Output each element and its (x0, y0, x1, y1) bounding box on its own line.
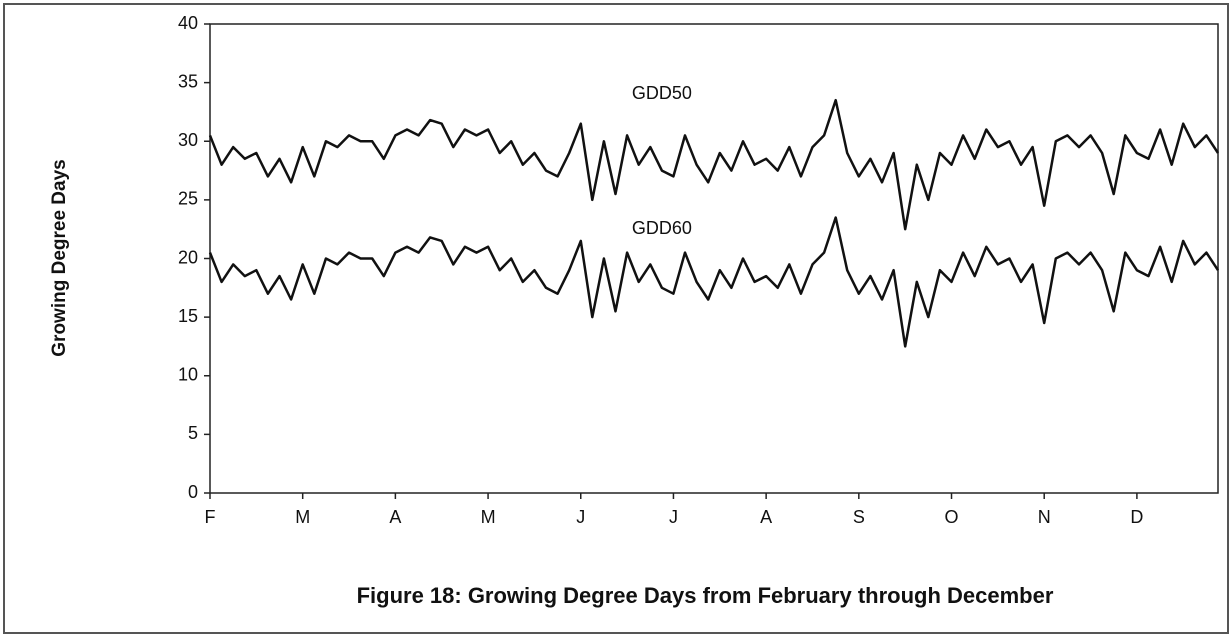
y-tick-label: 5 (188, 423, 198, 443)
x-tick-label: A (760, 507, 772, 527)
y-tick-label: 40 (178, 13, 198, 33)
x-tick-label: M (295, 507, 310, 527)
x-tick-label: N (1038, 507, 1051, 527)
y-tick-label: 25 (178, 189, 198, 209)
x-tick-label: S (853, 507, 865, 527)
x-tick-label: F (205, 507, 216, 527)
x-tick-label: J (576, 507, 585, 527)
x-tick-label: O (945, 507, 959, 527)
y-tick-label: 20 (178, 247, 198, 267)
annotation: GDD60 (632, 218, 692, 238)
y-tick-label: 30 (178, 130, 198, 150)
annotation: GDD50 (632, 83, 692, 103)
frame (3, 3, 1229, 634)
chart-title: Figure 18: Growing Degree Days from Febr… (357, 583, 1054, 608)
y-axis-label: Growing Degree Days (49, 159, 70, 356)
y-tick-label: 15 (178, 306, 198, 326)
y-tick-label: 10 (178, 365, 198, 385)
x-tick-label: A (389, 507, 401, 527)
y-tick-label: 0 (188, 482, 198, 502)
x-tick-label: M (481, 507, 496, 527)
line-series (208, 98, 1220, 231)
x-tick-label: J (669, 507, 678, 527)
line-series (208, 216, 1220, 348)
y-tick-label: 35 (178, 71, 198, 91)
x-tick-label: D (1130, 507, 1143, 527)
